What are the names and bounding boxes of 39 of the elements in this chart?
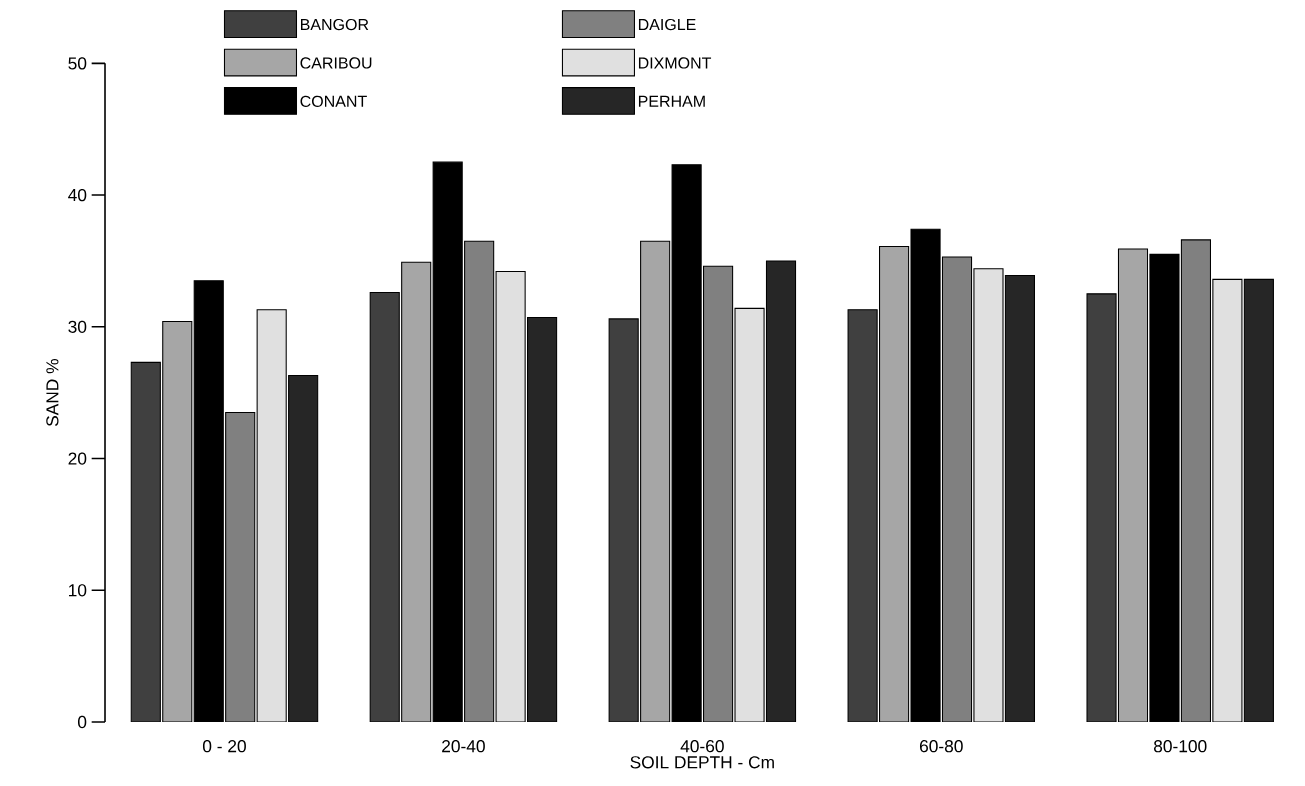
bar xyxy=(608,318,639,722)
y-tick-label: 20 xyxy=(68,452,87,465)
bar xyxy=(225,411,256,722)
bar xyxy=(464,240,495,722)
bar xyxy=(847,309,878,722)
x-tick-label: 20-40 xyxy=(442,740,485,753)
y-tick-label: 0 xyxy=(77,715,87,729)
legend-label: CONANT xyxy=(300,95,367,108)
bar xyxy=(130,361,161,722)
x-tick-label: 0 - 20 xyxy=(202,740,246,753)
x-tick-label: 40-60 xyxy=(680,740,724,753)
x-tick-label: 80-100 xyxy=(1153,740,1207,753)
bar xyxy=(256,309,287,722)
bar xyxy=(369,292,400,722)
bar xyxy=(1086,293,1117,722)
x-tick-label: 60-80 xyxy=(919,740,963,753)
bar xyxy=(703,265,734,722)
legend-label: DIXMONT xyxy=(638,57,712,69)
bar xyxy=(162,320,193,722)
y-tick-label: 50 xyxy=(68,57,87,70)
bar xyxy=(401,261,432,722)
y-tick-label: 10 xyxy=(69,584,87,597)
legend-label: PERHAM xyxy=(638,95,705,107)
bar xyxy=(734,307,765,722)
bar xyxy=(879,245,910,722)
y-tick-label: 30 xyxy=(68,320,87,333)
legend-label: CARIBOU xyxy=(300,57,372,69)
bar xyxy=(941,256,973,722)
bar xyxy=(973,268,1004,722)
y-axis-title: SAND % xyxy=(46,359,59,427)
x-axis-title: SOIL DEPTH - Cm xyxy=(630,756,774,769)
legend-label: BANGOR xyxy=(301,18,369,31)
legend-label: DAIGLE xyxy=(638,18,696,31)
bar xyxy=(640,240,671,722)
bar xyxy=(1117,248,1149,722)
bar xyxy=(1212,278,1243,722)
bar xyxy=(1180,239,1212,722)
bar xyxy=(495,270,526,722)
y-tick-label: 40 xyxy=(68,188,87,202)
